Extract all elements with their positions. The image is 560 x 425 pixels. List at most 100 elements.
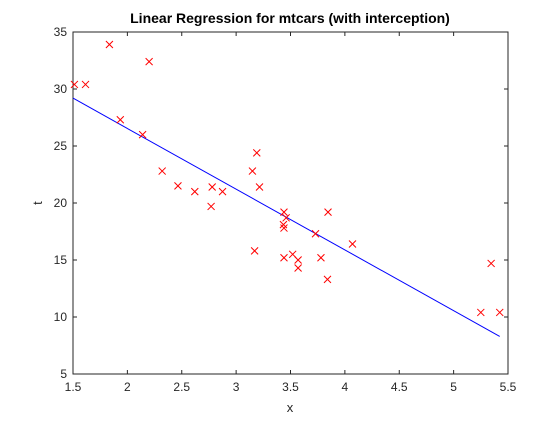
y-tick-label: 25 [54,139,68,153]
data-point-stroke-b [323,275,332,284]
data-point-stroke-b [116,115,125,124]
x-tick: 4 [342,32,349,394]
x-tick: 2.5 [173,32,190,394]
x-tick-label: 2.5 [173,380,190,394]
data-point-stroke-b [279,220,288,229]
y-tick-label: 20 [54,196,68,210]
x-tick-label: 4 [342,380,349,394]
x-tick-label: 2 [124,380,131,394]
x-tick: 5 [450,32,457,394]
data-point-stroke-b [487,259,495,268]
data-point [190,187,199,196]
y-tick: 15 [54,253,508,267]
data-point-stroke-b [280,208,288,216]
data-point [252,148,261,157]
data-point [207,202,215,211]
data-point-stroke-b [81,80,90,89]
data-point-stroke-b [207,202,215,211]
data-point-stroke-b [252,148,261,157]
data-point [294,264,302,272]
y-tick-label: 10 [54,310,68,324]
data-point [138,130,147,139]
y-tick: 25 [54,139,508,153]
data-point [218,187,227,196]
x-tick: 1.5 [65,32,82,394]
data-point-stroke-b [218,187,227,196]
data-point-stroke-b [311,229,320,238]
data-point-stroke-b [280,253,288,262]
data-point-stroke-b [255,183,264,191]
data-point [81,80,90,89]
y-tick: 35 [54,25,508,39]
x-tick-label: 4.5 [391,380,408,394]
x-tick: 3.5 [282,32,299,394]
data-point-stroke-b [288,250,297,259]
y-tick-label: 30 [54,82,68,96]
data-point-stroke-b [138,130,147,139]
y-tick: 20 [54,196,508,210]
x-tick: 3 [233,32,240,394]
y-tick-label: 15 [54,253,68,267]
data-point [476,308,485,317]
x-axis-label: x [287,400,294,415]
data-point-stroke-b [317,253,325,262]
data-point-stroke-b [250,247,259,255]
data-point [324,208,332,216]
data-point [495,308,504,317]
chart-title: Linear Regression for mtcars (with inter… [130,10,450,26]
data-point-stroke-b [348,240,357,248]
data-point [158,167,167,175]
x-axis-ticks: 1.5 2 2.5 3 3.5 4 4.5 5 5.5 [65,32,517,394]
data-point-stroke-b [294,256,302,264]
data-point [280,208,288,216]
data-point [145,57,153,66]
data-point-stroke-b [190,187,199,196]
x-tick: 4.5 [391,32,408,394]
y-tick: 30 [54,82,508,96]
data-point-stroke-b [105,40,114,49]
data-point [116,115,125,124]
x-tick: 5.5 [500,32,517,394]
y-tick-label: 35 [54,25,68,39]
x-tick-label: 5.5 [500,380,517,394]
y-tick: 10 [54,310,508,324]
plot-area [72,31,509,375]
data-point-stroke-b [145,57,153,66]
data-point [311,229,320,238]
data-point-stroke-b [324,208,332,216]
data-point [105,40,114,49]
data-point [250,247,259,255]
y-axis-ticks: 5 10 15 20 25 30 35 [54,25,508,381]
y-axis-label: t [30,201,45,205]
x-tick-label: 5 [450,380,457,394]
data-point [280,224,288,232]
data-point [208,183,217,191]
data-point-stroke-b [248,167,257,175]
x-tick-label: 3 [233,380,240,394]
data-point-stroke-b [70,80,79,89]
data-point-stroke-b [294,264,302,272]
data-point-stroke-b [495,308,504,317]
data-point-stroke-b [282,213,291,222]
data-point-stroke-b [208,183,217,191]
data-point [70,80,79,89]
data-point [317,253,325,262]
x-tick-label: 1.5 [65,380,82,394]
data-point [348,240,357,248]
data-point [282,213,291,222]
data-point [255,183,264,191]
x-tick-label: 3.5 [282,380,299,394]
data-point [487,259,495,268]
data-point-stroke-b [476,308,485,317]
x-tick: 2 [124,32,131,394]
data-point-stroke-b [280,224,288,232]
data-point-stroke-b [158,167,167,175]
data-point [248,167,257,175]
y-tick: 5 [60,367,508,381]
data-point [323,275,332,284]
y-tick-label: 5 [60,367,67,381]
data-point [294,256,302,264]
data-point [174,182,182,190]
